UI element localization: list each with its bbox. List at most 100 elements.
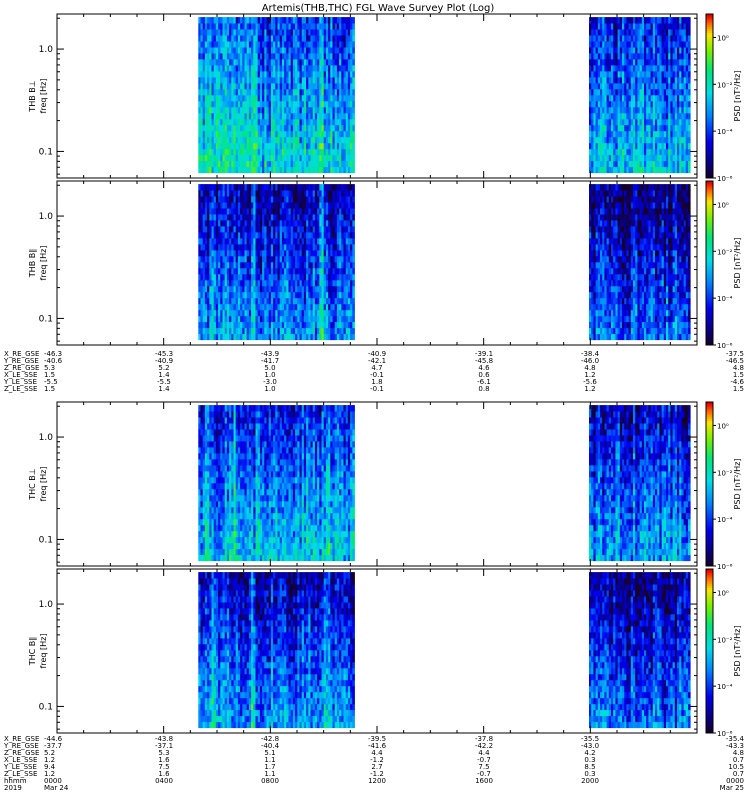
spectrogram-cell xyxy=(244,184,248,191)
spectrogram-cell xyxy=(295,255,298,263)
spectrogram-cell xyxy=(255,321,259,329)
spectrogram-cell xyxy=(292,82,296,90)
spectrogram-cell xyxy=(345,315,349,323)
spectrogram-cell xyxy=(200,303,204,311)
spectrogram-cell xyxy=(218,136,221,144)
spectrogram-cell xyxy=(325,59,329,66)
spectrogram-cell xyxy=(646,136,649,144)
spectrogram-cell xyxy=(268,249,272,257)
spectrogram-cell xyxy=(270,130,274,138)
spectrogram-cell xyxy=(292,190,296,197)
spectrogram-cell xyxy=(308,267,311,275)
spectrogram-cell xyxy=(652,124,656,132)
spectrogram-cell xyxy=(323,82,327,90)
spectrogram-cell xyxy=(215,249,219,257)
spectrogram-cell xyxy=(314,255,318,263)
spectrogram-cell xyxy=(652,142,656,150)
spectrogram-cell xyxy=(240,166,243,174)
spectrogram-cell xyxy=(600,112,603,120)
spectrogram-cell xyxy=(242,41,245,48)
spectrogram-cell xyxy=(589,166,592,174)
spectrogram-cell xyxy=(284,238,287,245)
spectrogram-cell xyxy=(328,23,331,30)
spectrogram-cell xyxy=(674,100,678,108)
spectrogram-cell xyxy=(220,94,223,102)
spectrogram-cell xyxy=(207,160,210,168)
spectrogram-cell xyxy=(237,190,241,197)
spectrogram-cell xyxy=(641,41,645,48)
spectrogram-cell xyxy=(652,118,656,126)
spectrogram-cell xyxy=(617,142,621,150)
spectrogram-cell xyxy=(683,47,687,54)
spectrogram-cell xyxy=(266,88,270,96)
spectrogram-cell xyxy=(325,333,329,341)
colorbar-segment xyxy=(706,18,713,21)
spectrogram-cell xyxy=(281,100,285,108)
spectrogram-cell xyxy=(314,244,318,251)
spectrogram-cell xyxy=(312,124,316,132)
spectrogram-cell xyxy=(666,124,669,132)
spectrogram-cell xyxy=(317,59,320,66)
spectrogram-cell xyxy=(679,124,682,132)
spectrogram-cell xyxy=(202,220,206,227)
spectrogram-cell xyxy=(310,65,314,72)
spectrogram-cell xyxy=(215,244,219,251)
spectrogram-cell xyxy=(312,267,316,275)
spectrogram-cell xyxy=(292,154,296,162)
spectrogram-cell xyxy=(321,315,325,323)
spectrogram-cell xyxy=(246,65,250,72)
spectrogram-cell xyxy=(273,214,276,221)
spectrogram-cell xyxy=(222,273,226,281)
spectrogram-cell xyxy=(198,160,201,168)
spectrogram-cell xyxy=(655,166,658,174)
spectrogram-cell xyxy=(204,291,208,299)
spectrogram-cell xyxy=(255,59,259,66)
spectrogram-cell xyxy=(244,148,248,156)
spectrogram-cell xyxy=(635,35,638,42)
spectrogram-cell xyxy=(222,214,226,221)
spectrogram-cell xyxy=(593,166,596,174)
spectrogram-cell xyxy=(611,124,614,132)
spectrogram-cell xyxy=(235,100,239,108)
spectrogram-cell xyxy=(306,166,309,174)
spectrogram-cell xyxy=(255,214,259,221)
spectrogram-cell xyxy=(273,142,276,150)
spectrogram-cell xyxy=(244,166,248,174)
spectrogram-cell xyxy=(275,285,278,293)
spectrogram-cell xyxy=(655,47,658,54)
spectrogram-cell xyxy=(270,82,274,90)
spectrogram-cell xyxy=(334,184,338,191)
spectrogram-cell xyxy=(328,154,331,162)
spectrogram-cell xyxy=(597,100,601,108)
spectrogram-cell xyxy=(237,124,241,132)
spectrogram-cell xyxy=(244,238,248,245)
spectrogram-cell xyxy=(663,17,667,24)
spectrogram-cell xyxy=(343,65,347,72)
spectrogram-cell xyxy=(606,23,610,30)
spectrogram-cell xyxy=(259,285,263,293)
spectrogram-cell xyxy=(339,59,342,66)
spectrogram-cell xyxy=(290,77,294,84)
spectrogram-cell xyxy=(319,100,322,108)
spectrogram-cell xyxy=(628,29,632,36)
spectrogram-cell xyxy=(630,124,634,132)
spectrogram-cell xyxy=(347,309,351,317)
spectrogram-cell xyxy=(321,88,325,96)
spectrogram-cell xyxy=(288,148,292,156)
spectrogram-cell xyxy=(292,88,296,96)
spectrogram-cell xyxy=(314,291,318,299)
spectrogram-cell xyxy=(347,327,351,335)
spectrogram-cell xyxy=(266,82,270,90)
spectrogram-cell xyxy=(233,232,237,239)
spectrogram-cell xyxy=(330,166,333,174)
spectrogram-cell xyxy=(323,23,327,30)
spectrogram-cell xyxy=(257,88,261,96)
spectrogram-cell xyxy=(248,244,252,251)
spectrogram-cell xyxy=(222,190,226,197)
spectrogram-cell xyxy=(207,333,210,341)
spectrogram-cell xyxy=(328,327,331,335)
colorbar-segment xyxy=(706,114,713,117)
spectrogram-cell xyxy=(679,94,682,102)
colorbar-segment xyxy=(706,20,713,23)
spectrogram-cell xyxy=(345,267,349,275)
